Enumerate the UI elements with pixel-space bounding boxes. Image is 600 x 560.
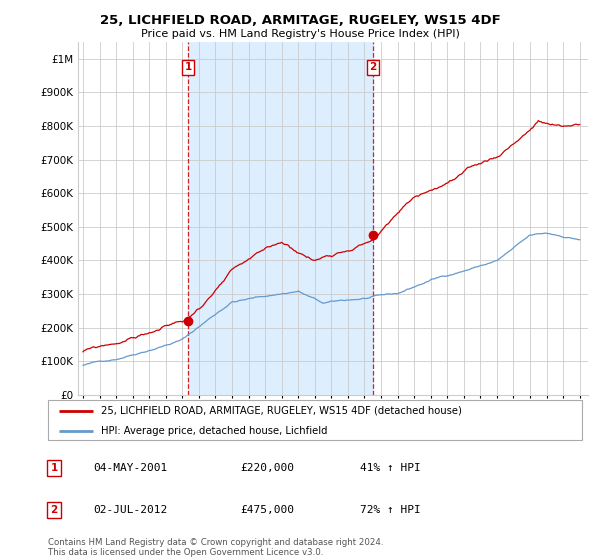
Text: 25, LICHFIELD ROAD, ARMITAGE, RUGELEY, WS15 4DF (detached house): 25, LICHFIELD ROAD, ARMITAGE, RUGELEY, W…: [101, 406, 462, 416]
Text: Price paid vs. HM Land Registry's House Price Index (HPI): Price paid vs. HM Land Registry's House …: [140, 29, 460, 39]
Text: 1: 1: [50, 463, 58, 473]
Text: 2: 2: [369, 62, 376, 72]
Text: 04-MAY-2001: 04-MAY-2001: [93, 463, 167, 473]
Text: Contains HM Land Registry data © Crown copyright and database right 2024.
This d: Contains HM Land Registry data © Crown c…: [48, 538, 383, 557]
Text: 1: 1: [184, 62, 191, 72]
Text: 41% ↑ HPI: 41% ↑ HPI: [360, 463, 421, 473]
Text: £220,000: £220,000: [240, 463, 294, 473]
Text: HPI: Average price, detached house, Lichfield: HPI: Average price, detached house, Lich…: [101, 426, 328, 436]
Text: 25, LICHFIELD ROAD, ARMITAGE, RUGELEY, WS15 4DF: 25, LICHFIELD ROAD, ARMITAGE, RUGELEY, W…: [100, 14, 500, 27]
Bar: [188, 42, 373, 395]
Text: 2: 2: [50, 505, 58, 515]
Text: £475,000: £475,000: [240, 505, 294, 515]
Text: 02-JUL-2012: 02-JUL-2012: [93, 505, 167, 515]
Text: 72% ↑ HPI: 72% ↑ HPI: [360, 505, 421, 515]
